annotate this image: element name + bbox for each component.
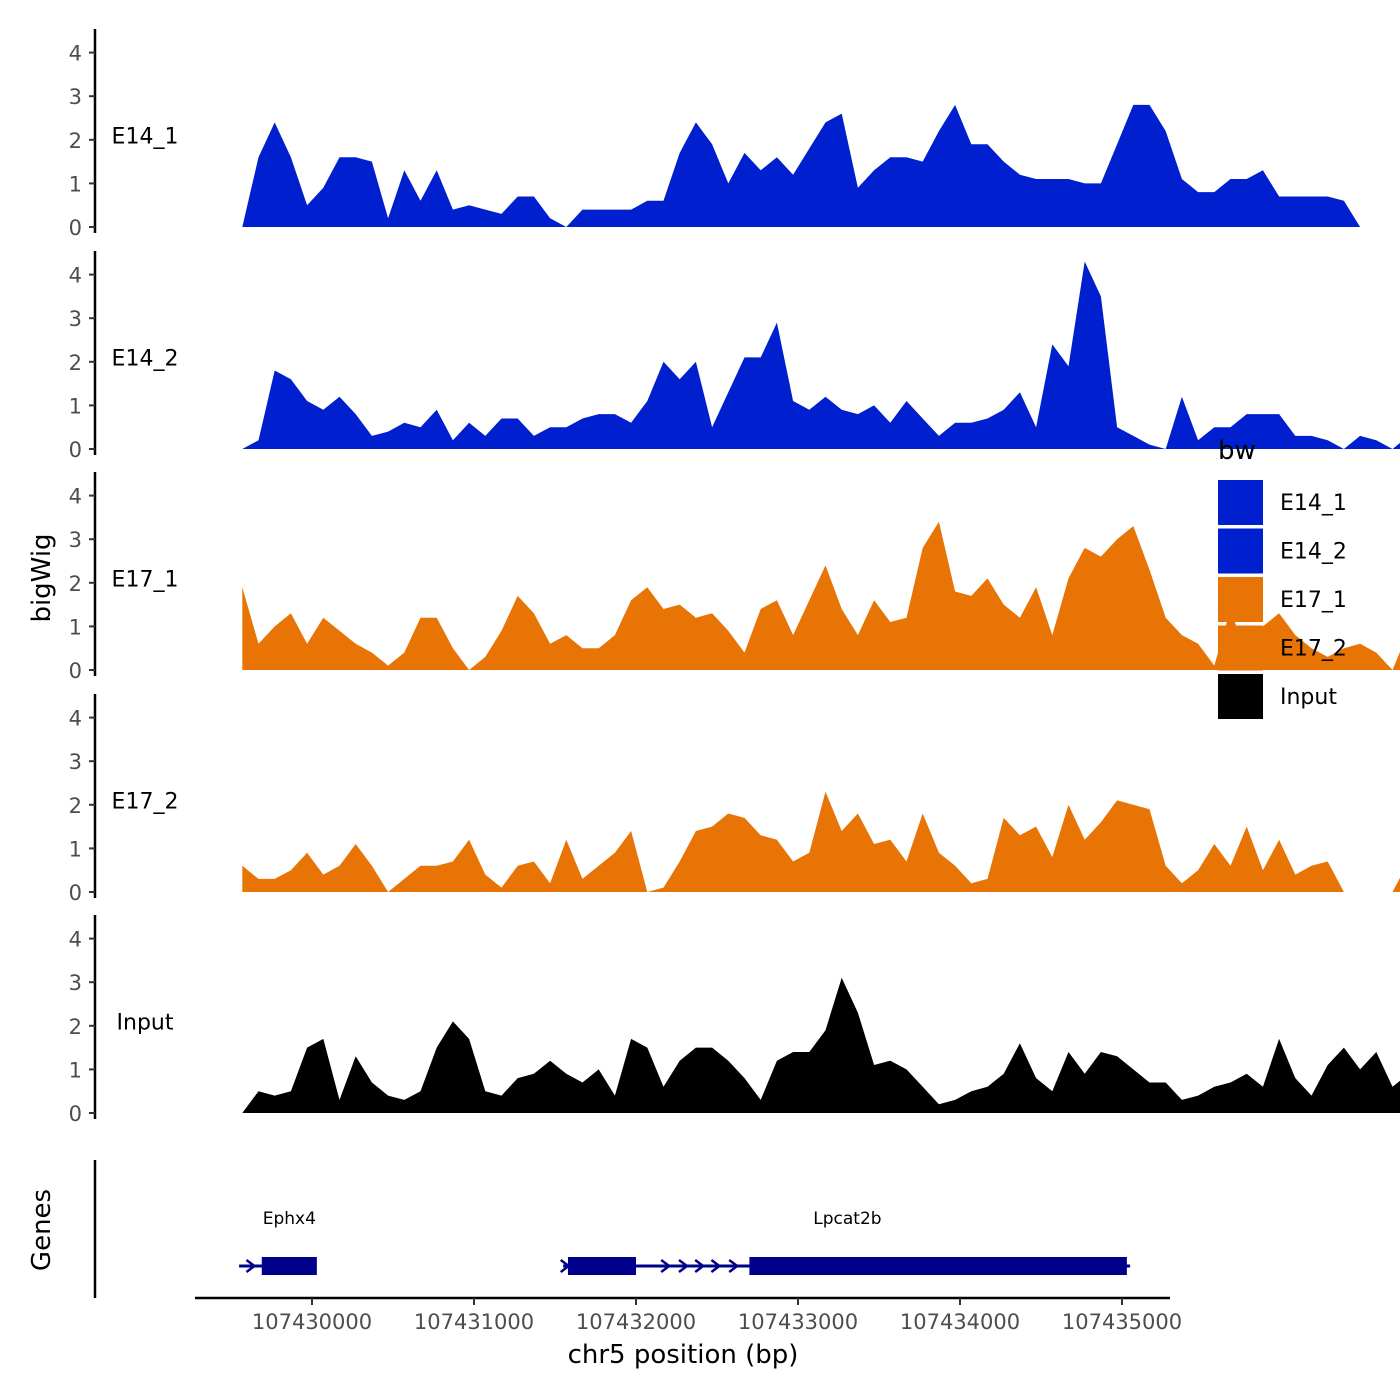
track-label-E14_1: E14_1 bbox=[112, 124, 179, 149]
y-tick-label: 2 bbox=[69, 1015, 82, 1039]
y-tick-label: 3 bbox=[69, 528, 82, 552]
track-E14_2: 0 1 2 3 4 E14_2 bbox=[69, 250, 1400, 462]
y-tick-label: 0 bbox=[69, 438, 82, 462]
x-tick-label: 107433000 bbox=[738, 1310, 858, 1334]
x-tick-label: 107435000 bbox=[1062, 1310, 1182, 1334]
y-tick-label: 1 bbox=[69, 615, 82, 639]
x-tick-label: 107432000 bbox=[576, 1310, 696, 1334]
legend-swatch-E14_2 bbox=[1218, 528, 1263, 574]
legend-swatch-E17_2 bbox=[1218, 625, 1263, 671]
gene-label-Lpcat2b: Lpcat2b bbox=[813, 1209, 881, 1229]
x-axis: 107430000 107431000 107432000 107433000 1074… bbox=[195, 1296, 1182, 1334]
area-Input bbox=[242, 977, 1400, 1113]
strand-arrow bbox=[678, 1259, 690, 1273]
gene-Ephx4: Ephx4 bbox=[239, 1209, 317, 1275]
legend-label-E14_2: E14_2 bbox=[1280, 540, 1347, 565]
gene-Lpcat2b: Lpcat2b bbox=[559, 1209, 1131, 1275]
y-tick-label: 3 bbox=[69, 750, 82, 774]
strand-arrow bbox=[728, 1259, 740, 1273]
y-tick-label: 4 bbox=[69, 707, 82, 731]
y-tick-label: 1 bbox=[69, 394, 82, 418]
track-E17_2: 0 1 2 3 4 E17_2 bbox=[69, 693, 1400, 905]
legend-label-E17_2: E17_2 bbox=[1280, 637, 1347, 662]
y-tick-label: 4 bbox=[69, 264, 82, 288]
exon-block bbox=[567, 1257, 636, 1275]
strand-arrow bbox=[694, 1259, 706, 1273]
y-tick-label: 2 bbox=[69, 572, 82, 596]
y-tick-label: 3 bbox=[69, 971, 82, 995]
y-tick-label: 2 bbox=[69, 351, 82, 375]
gene-track: Ephx4 Lpcat2b bbox=[93, 1160, 1131, 1298]
y-tick-label: 4 bbox=[69, 42, 82, 66]
track-E14_1: 0 1 2 3 4 E14_1 bbox=[69, 28, 1400, 240]
y-tick-label: 3 bbox=[69, 85, 82, 109]
track-label-E17_2: E17_2 bbox=[112, 789, 179, 814]
area-E17_2 bbox=[242, 791, 1400, 892]
area-E17_1 bbox=[242, 521, 1400, 670]
y-tick-label: 0 bbox=[69, 1102, 82, 1126]
y-axis-label: bigWig bbox=[27, 533, 57, 622]
exon-block bbox=[749, 1257, 1127, 1275]
legend-swatch-E14_1 bbox=[1218, 480, 1263, 525]
legend-title: bw bbox=[1218, 436, 1256, 466]
y-tick-label: 4 bbox=[69, 485, 82, 509]
x-axis-label: chr5 position (bp) bbox=[568, 1340, 799, 1370]
track-Input: 0 1 2 3 4 Input bbox=[69, 914, 1400, 1126]
track-E17_1: 0 1 2 3 4 E17_1 bbox=[69, 471, 1400, 683]
y-tick-label: 0 bbox=[69, 881, 82, 905]
y-tick-label: 2 bbox=[69, 129, 82, 153]
track-label-Input: Input bbox=[117, 1010, 174, 1035]
y-tick-label: 3 bbox=[69, 307, 82, 331]
track-label-E14_2: E14_2 bbox=[112, 346, 179, 371]
area-E14_1 bbox=[242, 104, 1400, 227]
y-tick-label: 1 bbox=[69, 1058, 82, 1082]
genes-axis-label: Genes bbox=[27, 1189, 57, 1271]
track-label-E17_1: E17_1 bbox=[112, 567, 179, 592]
x-tick-label: 107431000 bbox=[414, 1310, 534, 1334]
bigwig-tracks: 0 1 2 3 4 E14_1 0 1 2 3 4 E14_2 0 1 2 3 4 E17_1 0 1 2 3 4 E17_2… bbox=[69, 28, 1400, 1126]
legend-label-E14_1: E14_1 bbox=[1280, 491, 1347, 516]
area-E14_2 bbox=[242, 261, 1400, 449]
y-tick-label: 0 bbox=[69, 659, 82, 683]
gene-label-Ephx4: Ephx4 bbox=[263, 1209, 316, 1229]
y-tick-label: 1 bbox=[69, 172, 82, 196]
x-tick-label: 107430000 bbox=[252, 1310, 372, 1334]
legend-label-Input: Input bbox=[1280, 685, 1337, 710]
legend-swatch-E17_1 bbox=[1218, 577, 1263, 622]
strand-arrow bbox=[660, 1259, 672, 1273]
y-tick-label: 4 bbox=[69, 928, 82, 952]
legend-label-E17_1: E17_1 bbox=[1280, 588, 1347, 613]
y-tick-label: 2 bbox=[69, 794, 82, 818]
strand-arrow bbox=[245, 1259, 257, 1273]
exon-block bbox=[261, 1257, 317, 1275]
y-tick-label: 0 bbox=[69, 216, 82, 240]
legend: bw E14_1 E14_2 E17_1 E17_2 Input bbox=[1218, 436, 1347, 719]
legend-swatch-Input bbox=[1218, 674, 1263, 719]
x-tick-label: 107434000 bbox=[900, 1310, 1020, 1334]
strand-arrow bbox=[710, 1259, 722, 1273]
y-tick-label: 1 bbox=[69, 837, 82, 861]
